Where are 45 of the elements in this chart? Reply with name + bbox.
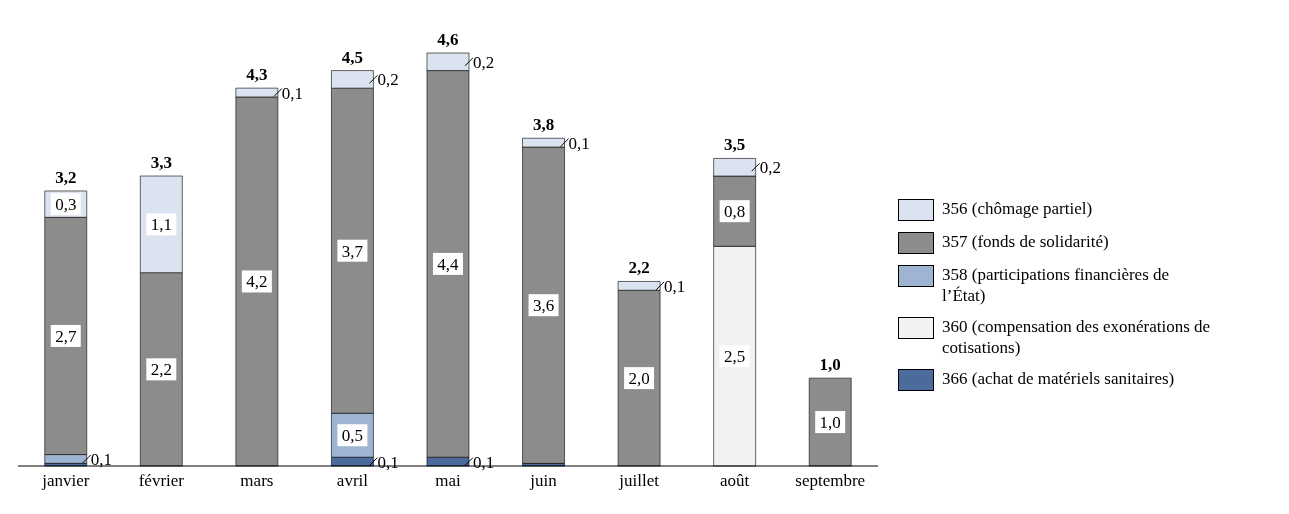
total-label: 3,2 xyxy=(55,167,77,187)
legend-label: 357 (fonds de solidarité) xyxy=(942,231,1110,252)
legend-label: 360 (compensation des exonérations de cotisations) xyxy=(942,316,1212,358)
data-label: 0,1 xyxy=(568,133,590,153)
data-label: 0,2 xyxy=(377,70,399,90)
total-label: 3,3 xyxy=(150,153,172,173)
data-label: 0,2 xyxy=(759,158,781,178)
legend-label: 356 (chômage partiel) xyxy=(942,198,1094,219)
data-label: 4,2 xyxy=(246,272,268,292)
data-label: 4,4 xyxy=(437,254,460,274)
x-tick-label: juillet xyxy=(618,471,660,491)
legend-label: 358 (participations financières de l’État) xyxy=(942,264,1171,306)
data-label: 0,2 xyxy=(472,52,495,72)
data-label: 3,7 xyxy=(341,241,364,261)
total-label: 2,2 xyxy=(628,258,650,278)
total-label: 3,8 xyxy=(532,115,555,135)
x-tick-label: juin xyxy=(529,471,558,491)
data-label: 0,1 xyxy=(664,276,686,296)
x-tick-label: avril xyxy=(336,471,369,491)
x-tick-label: mai xyxy=(435,471,462,491)
x-tick-label: août xyxy=(720,471,750,491)
data-label: 2,5 xyxy=(724,347,746,367)
x-tick-label: mars xyxy=(240,471,274,491)
data-label: 1,1 xyxy=(150,215,172,235)
total-label: 4,3 xyxy=(246,65,268,85)
total-label: 3,5 xyxy=(724,135,746,155)
x-tick-label: janvier xyxy=(41,471,90,491)
data-label: 0,1 xyxy=(90,449,113,469)
total-label: 1,0 xyxy=(819,355,841,375)
data-label: 2,7 xyxy=(55,326,77,346)
data-label: 0,3 xyxy=(55,195,77,215)
x-tick-label: février xyxy=(138,471,185,491)
total-label: 4,6 xyxy=(437,30,459,49)
data-label: 2,0 xyxy=(628,369,650,389)
data-label: 0,1 xyxy=(377,452,399,472)
x-tick-label: septembre xyxy=(795,471,866,491)
legend-label: 366 (achat de matériels sanitaires) xyxy=(942,368,1176,389)
total-label: 4,5 xyxy=(341,47,364,67)
data-label: 2,2 xyxy=(150,360,172,380)
data-label: 1,0 xyxy=(819,413,841,433)
data-label: 3,6 xyxy=(532,296,555,316)
data-label: 0,8 xyxy=(724,202,746,222)
data-label: 0,5 xyxy=(341,426,364,446)
data-label: 0,1 xyxy=(472,452,495,472)
data-label: 0,1 xyxy=(281,83,304,103)
